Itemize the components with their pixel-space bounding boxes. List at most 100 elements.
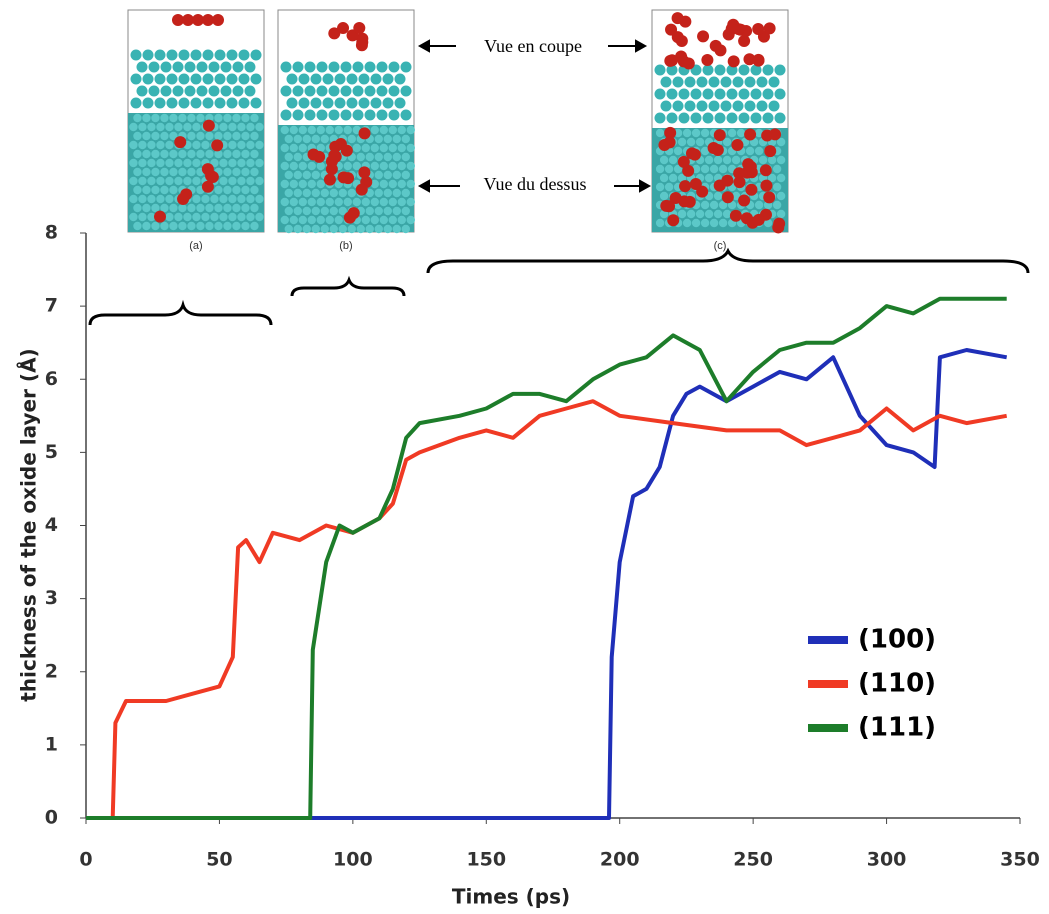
atom bbox=[744, 100, 756, 112]
atom bbox=[250, 97, 262, 109]
atom bbox=[322, 97, 334, 109]
atom bbox=[691, 218, 701, 228]
atom bbox=[325, 125, 334, 135]
atom bbox=[406, 179, 415, 189]
atom bbox=[226, 97, 238, 109]
atom bbox=[255, 212, 264, 222]
atom bbox=[316, 109, 328, 121]
atom bbox=[388, 61, 400, 73]
oxygen bbox=[323, 173, 336, 186]
atom bbox=[758, 155, 768, 165]
atom bbox=[142, 49, 154, 61]
atom bbox=[223, 167, 232, 177]
atom bbox=[238, 49, 250, 61]
oxygen bbox=[358, 127, 371, 140]
atom bbox=[397, 161, 406, 171]
atom bbox=[677, 137, 687, 147]
atom bbox=[361, 197, 370, 207]
atom bbox=[356, 224, 365, 234]
atom bbox=[165, 122, 174, 132]
atom bbox=[738, 112, 750, 124]
atom bbox=[750, 64, 762, 76]
atom bbox=[346, 97, 358, 109]
atom bbox=[172, 61, 184, 73]
atom bbox=[289, 143, 298, 153]
oxygen bbox=[738, 34, 751, 47]
oxygen bbox=[752, 54, 765, 67]
atom bbox=[655, 164, 665, 174]
atom bbox=[316, 215, 325, 225]
atom bbox=[406, 161, 415, 171]
atom bbox=[691, 128, 701, 138]
oxygen bbox=[202, 119, 215, 132]
atom bbox=[169, 149, 178, 159]
atom bbox=[329, 224, 338, 234]
oxygen bbox=[731, 138, 744, 151]
atom bbox=[220, 85, 232, 97]
atom bbox=[400, 61, 412, 73]
oxygen bbox=[689, 178, 702, 191]
atom bbox=[129, 122, 138, 132]
atom bbox=[686, 209, 696, 219]
atom bbox=[655, 128, 665, 138]
atom bbox=[228, 194, 237, 204]
oxygen bbox=[701, 54, 714, 67]
atom bbox=[744, 76, 756, 88]
oxygen bbox=[733, 176, 746, 189]
atom bbox=[160, 131, 169, 141]
atom bbox=[311, 188, 320, 198]
atom bbox=[702, 112, 714, 124]
oxygen bbox=[671, 12, 684, 25]
atom bbox=[700, 164, 710, 174]
atom bbox=[255, 176, 264, 186]
atom bbox=[668, 173, 678, 183]
atom bbox=[250, 73, 262, 85]
atom bbox=[379, 197, 388, 207]
oxygen bbox=[212, 14, 224, 26]
atom bbox=[289, 215, 298, 225]
atom bbox=[700, 218, 710, 228]
atom bbox=[129, 176, 138, 186]
atom bbox=[280, 215, 289, 225]
atom bbox=[382, 97, 394, 109]
atom bbox=[382, 73, 394, 85]
atom bbox=[286, 73, 298, 85]
atom bbox=[246, 194, 255, 204]
oxygen bbox=[202, 14, 214, 26]
y-tick-label: 2 bbox=[45, 660, 58, 682]
atom bbox=[169, 221, 178, 231]
series-line bbox=[86, 296, 1007, 820]
atom bbox=[289, 197, 298, 207]
atom bbox=[298, 73, 310, 85]
atom bbox=[672, 76, 684, 88]
atom bbox=[210, 212, 219, 222]
atom bbox=[388, 179, 397, 189]
atom bbox=[280, 161, 289, 171]
atom bbox=[223, 221, 232, 231]
atom bbox=[147, 140, 156, 150]
atom bbox=[228, 212, 237, 222]
atom bbox=[292, 109, 304, 121]
atom bbox=[293, 206, 302, 216]
atom bbox=[187, 131, 196, 141]
atom bbox=[250, 113, 259, 123]
atom bbox=[183, 158, 192, 168]
atom bbox=[241, 203, 250, 213]
atom bbox=[768, 100, 780, 112]
atom bbox=[154, 73, 166, 85]
atom bbox=[713, 191, 723, 201]
atom bbox=[397, 215, 406, 225]
atom bbox=[374, 152, 383, 162]
atom bbox=[660, 76, 672, 88]
y-tick-label: 1 bbox=[45, 733, 58, 755]
atom bbox=[310, 97, 322, 109]
insets bbox=[127, 9, 789, 234]
atom bbox=[223, 185, 232, 195]
atom bbox=[165, 158, 174, 168]
atom bbox=[250, 167, 259, 177]
atom bbox=[166, 73, 178, 85]
atom bbox=[178, 203, 187, 213]
oxygen bbox=[697, 30, 710, 43]
atom bbox=[214, 203, 223, 213]
atom bbox=[370, 197, 379, 207]
